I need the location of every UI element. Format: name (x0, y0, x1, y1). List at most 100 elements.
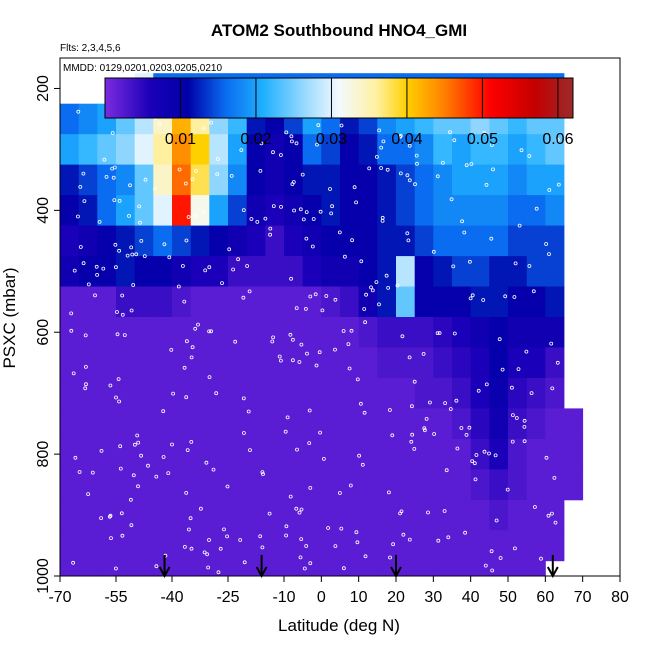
heatmap-cell (153, 317, 173, 348)
observation-marker (161, 409, 166, 414)
observation-marker (222, 527, 226, 532)
observation-marker (131, 473, 136, 478)
observation-marker (233, 339, 238, 344)
observation-marker (171, 391, 176, 396)
heatmap-cell (172, 195, 192, 226)
heatmap-cell (60, 164, 80, 196)
x-tick-label: 20 (387, 589, 405, 606)
heatmap-cell (228, 408, 248, 440)
observation-marker (544, 242, 548, 246)
observation-marker (444, 468, 449, 473)
heatmap-cell (377, 195, 397, 226)
observation-marker (462, 230, 467, 235)
heatmap-cell (396, 134, 416, 166)
heatmap-cell (246, 164, 266, 196)
heatmap-cell (78, 134, 98, 166)
heatmap-cell (190, 286, 210, 318)
observation-marker (527, 154, 532, 158)
observation-marker (381, 139, 386, 144)
heatmap-cell (377, 286, 397, 318)
observation-marker (505, 487, 510, 492)
observation-marker (413, 182, 417, 187)
observation-marker (117, 198, 122, 203)
observation-marker (69, 328, 74, 333)
heatmap-cell (545, 347, 565, 379)
observation-marker (104, 174, 109, 179)
heatmap-cell (153, 134, 173, 166)
colorbar-tick-label: 0.06 (542, 131, 573, 148)
observation-marker (177, 167, 182, 172)
heatmap-cell (265, 560, 285, 576)
heatmap-cell (97, 256, 117, 287)
heatmap-cell (153, 164, 173, 196)
observation-marker (300, 172, 305, 177)
observation-marker (101, 266, 106, 271)
observation-marker (522, 418, 527, 423)
observation-marker (519, 148, 524, 153)
observation-marker (310, 244, 315, 249)
observation-marker (99, 516, 103, 520)
observation-marker (185, 448, 190, 453)
heatmap-cell (265, 438, 285, 470)
heatmap-cell (340, 317, 360, 348)
heatmap-cell (134, 317, 154, 348)
observation-marker (289, 276, 294, 281)
observation-marker (534, 206, 539, 211)
heatmap-cell (265, 408, 285, 440)
heatmap-cell (97, 286, 117, 318)
heatmap-cell (265, 530, 285, 562)
observation-marker (348, 483, 353, 488)
observation-marker (384, 273, 389, 278)
heatmap-cell (265, 164, 285, 196)
observation-marker (128, 497, 133, 502)
observation-marker (369, 285, 373, 290)
observation-marker (427, 400, 432, 405)
heatmap-cell (116, 469, 136, 501)
heatmap-cell (60, 134, 80, 166)
heatmap-cell (60, 560, 80, 576)
heatmap-cell (396, 408, 416, 440)
observation-marker (491, 167, 495, 172)
heatmap-cell (302, 499, 322, 531)
observation-marker (183, 181, 188, 186)
heatmap-cell (545, 317, 565, 348)
colorbar-tick-label: 0.04 (391, 131, 422, 148)
heatmap-cell (489, 225, 509, 257)
heatmap-cell (433, 195, 453, 226)
heatmap-cell (116, 438, 136, 470)
observation-marker (110, 131, 115, 135)
heatmap-cell (433, 408, 453, 440)
heatmap-cell (321, 377, 341, 409)
observation-marker (209, 120, 214, 125)
heatmap-cell (228, 164, 248, 196)
observation-marker (436, 538, 441, 543)
heatmap-cell (489, 134, 509, 166)
observation-marker (354, 200, 359, 205)
observation-marker (90, 470, 95, 475)
heatmap-cell (508, 530, 528, 562)
observation-marker (317, 350, 322, 355)
observation-marker (271, 204, 276, 209)
heatmap-cell (545, 469, 565, 501)
observation-marker (134, 252, 139, 257)
observation-marker (127, 213, 131, 218)
heatmap-cell (78, 347, 98, 379)
heatmap-cell (470, 134, 490, 166)
observation-marker (482, 449, 487, 454)
heatmap-cell (209, 377, 229, 409)
heatmap-cell (545, 225, 565, 257)
observation-marker (302, 566, 307, 571)
heatmap-cell (452, 530, 472, 562)
colorbar (104, 77, 574, 119)
observation-marker (370, 288, 375, 293)
dates-note: MMDD: 0129,0201,0203,0205,0210 (63, 63, 222, 74)
heatmap-cell (190, 530, 210, 562)
observation-marker (494, 518, 499, 523)
observation-marker (114, 265, 118, 270)
heatmap-cell (60, 530, 80, 562)
observation-marker (315, 142, 319, 147)
colorbar-tick-label: 0.01 (165, 131, 196, 148)
plot-frame (59, 57, 621, 577)
heatmap-cell (265, 195, 285, 226)
